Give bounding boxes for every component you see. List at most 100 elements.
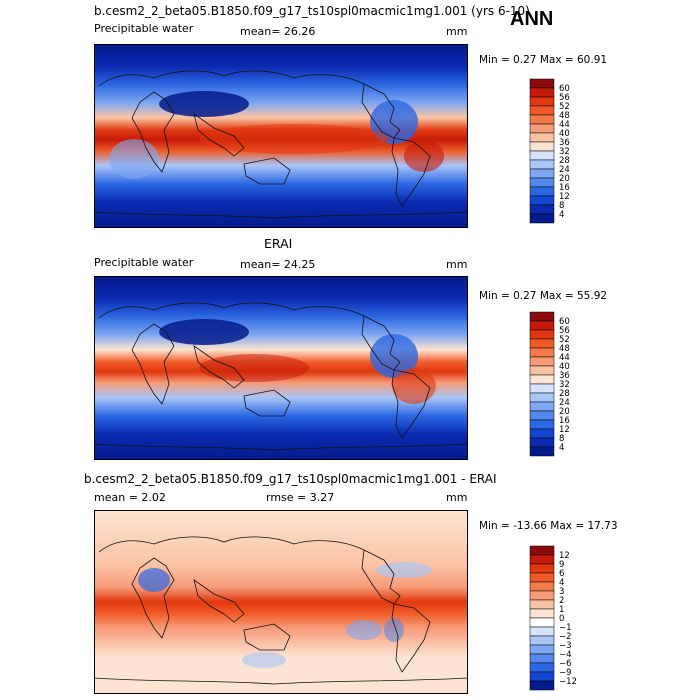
panel1-minmax: Min = 0.27 Max = 60.91 xyxy=(479,54,608,66)
colorbar-swatch xyxy=(529,671,555,682)
colorbar-swatch xyxy=(529,356,555,367)
colorbar-swatch xyxy=(529,213,555,224)
colorbar-tick-label: 28 xyxy=(559,156,570,166)
colorbar-swatch xyxy=(529,320,555,331)
panel1-variable-label: Precipitable water xyxy=(94,22,194,35)
colorbar-tick-label: 52 xyxy=(559,102,570,112)
colorbar-tick-label: 4 xyxy=(559,210,564,220)
colorbar-tick-label: 36 xyxy=(559,138,570,148)
panel3-mean: mean = 2.02 xyxy=(94,491,166,504)
colorbar-tick-label: 8 xyxy=(559,201,564,211)
panel1-mean: mean= 26.26 xyxy=(240,25,316,38)
colorbar-swatch xyxy=(529,105,555,116)
panel2-variable-label: Precipitable water xyxy=(94,256,194,269)
colorbar-swatch xyxy=(529,374,555,385)
colorbar-tick-label: −2 xyxy=(559,632,572,642)
colorbar-tick-label: 52 xyxy=(559,335,570,345)
colorbar-swatch xyxy=(529,446,555,457)
panel3-minmax: Min = -13.66 Max = 17.73 xyxy=(479,520,618,532)
colorbar-swatch xyxy=(529,680,555,691)
colorbar-swatch xyxy=(529,383,555,394)
colorbar-tick-label: 12 xyxy=(559,425,570,435)
panel2-units: mm xyxy=(446,258,468,271)
colorbar-swatch xyxy=(529,437,555,448)
colorbar-tick-label: 9 xyxy=(559,560,564,570)
colorbar-swatch xyxy=(529,653,555,664)
colorbar-swatch xyxy=(529,123,555,134)
season-label: ANN xyxy=(510,8,554,30)
colorbar-tick-label: 48 xyxy=(559,111,570,121)
colorbar-swatch xyxy=(529,401,555,412)
colorbar-tick-label: 60 xyxy=(559,84,570,94)
colorbar-swatch xyxy=(529,635,555,646)
colorbar-tick-label: 44 xyxy=(559,120,570,130)
colorbar-swatch xyxy=(529,428,555,439)
colorbar-swatch xyxy=(529,168,555,179)
colorbar-swatch xyxy=(529,141,555,152)
colorbar-tick-label: −1 xyxy=(559,623,572,633)
colorbar-swatch xyxy=(529,581,555,592)
colorbar-tick-label: 8 xyxy=(559,434,564,444)
colorbar-tick-label: 3 xyxy=(559,587,564,597)
colorbar-swatch xyxy=(529,365,555,376)
colorbar-tick-label: 28 xyxy=(559,389,570,399)
colorbar-tick-label: 16 xyxy=(559,183,570,193)
colorbar-tick-label: 56 xyxy=(559,326,570,336)
panel3-units: mm xyxy=(446,491,468,504)
panel3-title: b.cesm2_2_beta05.B1850.f09_g17_ts10spl0m… xyxy=(84,472,497,486)
colorbar-tick-label: 0 xyxy=(559,614,564,624)
colorbar-tick-label: 36 xyxy=(559,371,570,381)
colorbar-swatch xyxy=(529,590,555,601)
colorbar-tick-label: 12 xyxy=(559,551,570,561)
colorbar-swatch xyxy=(529,329,555,340)
colorbar-swatch xyxy=(529,626,555,637)
colorbar-tick-label: 16 xyxy=(559,416,570,426)
panel2-minmax: Min = 0.27 Max = 55.92 xyxy=(479,290,608,302)
colorbar-tick-label: 4 xyxy=(559,578,564,588)
colorbar-tick-label: 32 xyxy=(559,147,570,157)
panel1-units: mm xyxy=(446,25,468,38)
colorbar-tick-label: 44 xyxy=(559,353,570,363)
colorbar-tick-label: −9 xyxy=(559,668,572,678)
panel3-map xyxy=(94,510,468,694)
panel1-map xyxy=(94,44,468,228)
colorbar-swatch xyxy=(529,177,555,188)
colorbar-tick-label: 1 xyxy=(559,605,564,615)
colorbar-tick-label: −6 xyxy=(559,659,572,669)
colorbar-swatch xyxy=(529,78,555,89)
colorbar-tick-label: 40 xyxy=(559,362,570,372)
colorbar-swatch xyxy=(529,159,555,170)
colorbar-tick-label: −12 xyxy=(559,677,577,687)
colorbar-tick-label: −4 xyxy=(559,650,572,660)
colorbar-tick-label: 60 xyxy=(559,317,570,327)
colorbar-swatch xyxy=(529,572,555,583)
colorbar-swatch xyxy=(529,195,555,206)
panel2-title: ERAI xyxy=(264,236,293,251)
panel3-rmse: rmse = 3.27 xyxy=(266,491,335,504)
colorbar-tick-label: 56 xyxy=(559,93,570,103)
colorbar-tick-label: 2 xyxy=(559,596,564,606)
colorbar-swatch xyxy=(529,87,555,98)
panel1-title: b.cesm2_2_beta05.B1850.f09_g17_ts10spl0m… xyxy=(94,4,530,18)
colorbar-tick-label: 40 xyxy=(559,129,570,139)
colorbar-tick-label: 12 xyxy=(559,192,570,202)
colorbar-swatch xyxy=(529,186,555,197)
colorbar-swatch xyxy=(529,392,555,403)
colorbar-tick-label: 24 xyxy=(559,398,570,408)
colorbar-tick-label: 20 xyxy=(559,407,570,417)
colorbar-swatch xyxy=(529,150,555,161)
colorbar-swatch xyxy=(529,545,555,556)
colorbar-swatch xyxy=(529,644,555,655)
colorbar-swatch xyxy=(529,563,555,574)
colorbar-tick-label: 24 xyxy=(559,165,570,175)
panel2-map xyxy=(94,276,468,460)
colorbar-swatch xyxy=(529,311,555,322)
colorbar-swatch xyxy=(529,608,555,619)
colorbar-swatch xyxy=(529,96,555,107)
colorbar-swatch xyxy=(529,132,555,143)
colorbar-swatch xyxy=(529,410,555,421)
colorbar-swatch xyxy=(529,419,555,430)
colorbar-swatch xyxy=(529,617,555,628)
colorbar-tick-label: 48 xyxy=(559,344,570,354)
